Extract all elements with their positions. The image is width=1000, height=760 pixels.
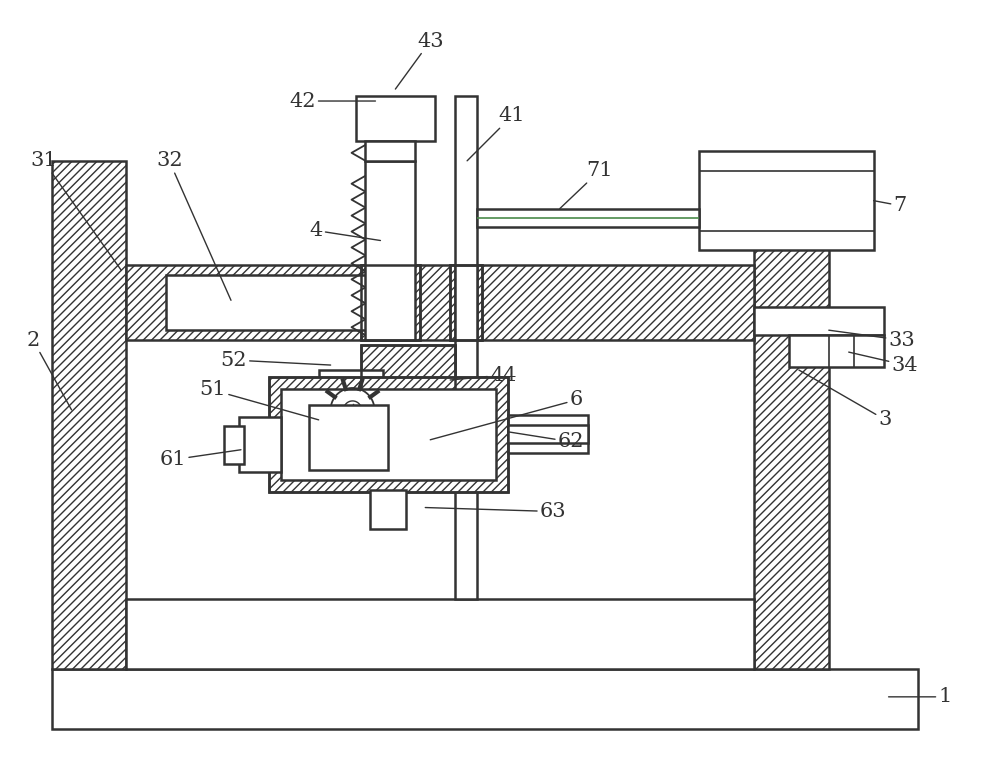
Text: 1: 1 bbox=[889, 687, 952, 706]
Bar bbox=[508, 415, 588, 453]
Bar bbox=[477, 209, 699, 226]
Bar bbox=[361, 345, 455, 395]
Bar bbox=[455, 96, 477, 599]
Text: 32: 32 bbox=[156, 151, 231, 300]
Text: 51: 51 bbox=[199, 381, 319, 420]
Text: 34: 34 bbox=[849, 352, 918, 375]
Bar bbox=[126, 599, 754, 669]
Bar bbox=[455, 265, 477, 340]
Bar bbox=[361, 265, 420, 340]
Bar bbox=[789, 335, 884, 367]
Text: 31: 31 bbox=[30, 151, 121, 271]
Bar bbox=[450, 265, 482, 340]
Text: 71: 71 bbox=[560, 161, 613, 209]
Bar bbox=[52, 669, 918, 729]
Bar bbox=[450, 265, 482, 340]
Bar bbox=[166, 275, 375, 330]
Bar bbox=[370, 489, 406, 530]
Text: 3: 3 bbox=[799, 370, 892, 429]
Bar bbox=[52, 161, 126, 669]
Bar bbox=[699, 150, 874, 251]
Bar bbox=[309, 405, 388, 470]
Text: 62: 62 bbox=[508, 432, 584, 451]
Text: 7: 7 bbox=[874, 196, 907, 215]
Bar bbox=[224, 426, 244, 464]
Text: 4: 4 bbox=[309, 221, 380, 240]
Text: 43: 43 bbox=[395, 32, 444, 89]
Text: 52: 52 bbox=[220, 350, 331, 369]
Bar bbox=[126, 265, 754, 340]
Bar bbox=[361, 345, 455, 395]
Bar bbox=[361, 265, 420, 340]
Bar bbox=[356, 96, 435, 141]
Bar bbox=[365, 141, 415, 161]
Text: 33: 33 bbox=[829, 330, 915, 350]
Bar bbox=[239, 417, 281, 472]
Bar bbox=[754, 307, 884, 335]
Text: 41: 41 bbox=[467, 106, 525, 161]
Bar bbox=[269, 377, 508, 492]
Bar bbox=[508, 425, 588, 443]
Text: 44: 44 bbox=[450, 366, 517, 385]
Text: 6: 6 bbox=[430, 391, 583, 440]
Bar bbox=[319, 370, 383, 460]
Text: 2: 2 bbox=[26, 331, 72, 410]
Bar bbox=[754, 161, 829, 669]
Bar bbox=[269, 377, 508, 492]
Text: 63: 63 bbox=[425, 502, 566, 521]
Bar bbox=[281, 389, 496, 480]
Text: 61: 61 bbox=[160, 450, 241, 469]
Text: 42: 42 bbox=[289, 91, 375, 110]
Bar bbox=[365, 161, 415, 340]
